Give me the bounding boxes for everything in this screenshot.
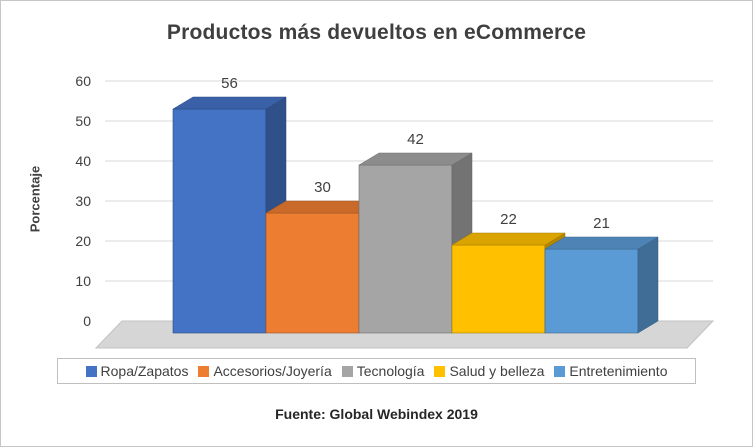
bar-front-face: [358, 164, 453, 334]
y-tick-label: 40: [75, 153, 91, 169]
legend-swatch: [198, 365, 210, 377]
bar-front-face: [172, 108, 267, 334]
y-tick-label: 50: [75, 113, 91, 129]
value-label: 22: [500, 211, 517, 228]
value-label: 42: [407, 131, 424, 148]
legend-item-tecnologia: Tecnología: [341, 363, 425, 379]
bar-top-face: [451, 232, 566, 246]
legend-label: Tecnología: [356, 363, 425, 379]
y-tick-label: 10: [75, 273, 91, 289]
bar-front-face: [451, 244, 546, 334]
legend-label: Salud y belleza: [449, 363, 545, 379]
legend-swatch: [85, 365, 97, 377]
legend-item-ropa-zapatos: Ropa/Zapatos: [85, 363, 189, 379]
value-label: 30: [314, 179, 331, 196]
bar-top-face: [544, 236, 659, 250]
legend: Ropa/Zapatos Accesorios/Joyería Tecnología…: [57, 358, 696, 384]
y-tick-label: 30: [75, 193, 91, 209]
y-tick-label: 60: [75, 73, 91, 89]
bar-front-face: [544, 248, 639, 334]
bar-top-face: [358, 152, 473, 166]
bar-front-face: [265, 212, 360, 334]
legend-swatch: [341, 365, 353, 377]
bar-side-face: [637, 236, 659, 334]
legend-label: Entretenimiento: [569, 363, 668, 379]
plot-area: 0 10 20 30 40 50 60 56 30 42 22 21: [75, 73, 715, 349]
legend-item-entretenimiento: Entretenimiento: [554, 363, 667, 379]
legend-item-salud-y-belleza: Salud y belleza: [434, 363, 544, 379]
source-caption: Fuente: Global Webindex 2019: [275, 406, 478, 422]
legend-swatch: [434, 365, 446, 377]
bar-entretenimiento: [544, 236, 659, 334]
legend-label: Accesorios/Joyería: [213, 363, 332, 379]
bar-tecnologia: [358, 152, 473, 334]
legend-swatch: [554, 365, 566, 377]
y-tick-label: 20: [75, 233, 91, 249]
legend-label: Ropa/Zapatos: [100, 363, 189, 379]
chart-title: Productos más devueltos en eCommerce: [166, 21, 587, 44]
value-label: 56: [221, 75, 238, 92]
legend-item-accesorios-joyeria: Accesorios/Joyería: [198, 363, 332, 379]
value-label: 21: [593, 215, 610, 232]
y-tick-label: 0: [83, 313, 91, 329]
bar-top-face: [172, 96, 287, 110]
